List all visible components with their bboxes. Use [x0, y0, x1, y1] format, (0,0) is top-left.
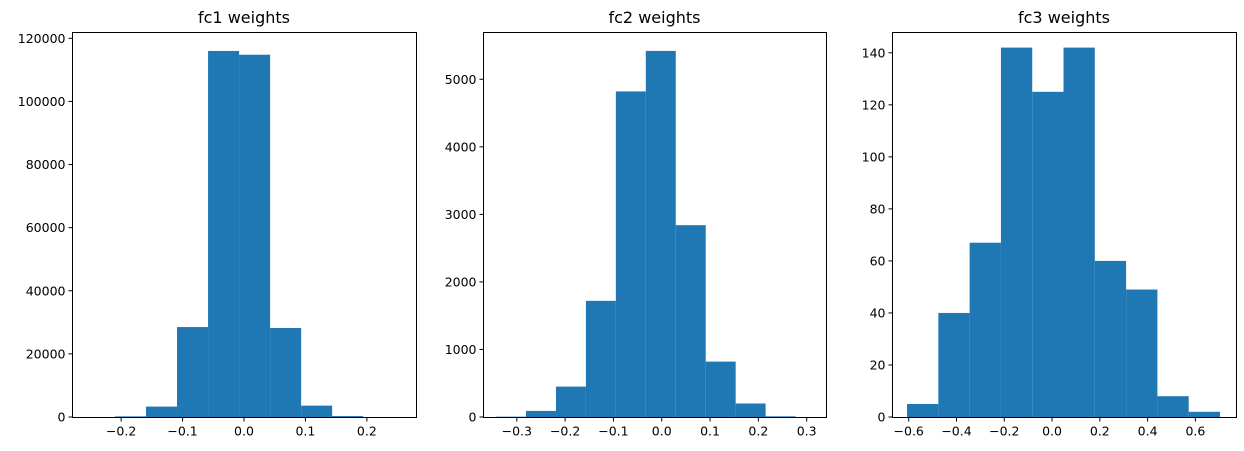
x-tick-label: −0.2 — [550, 424, 580, 439]
histogram-bar — [1032, 91, 1064, 417]
x-tick-label: −0.2 — [989, 424, 1019, 439]
histogram-bar — [705, 361, 736, 417]
y-tick-label: 2000 — [445, 274, 477, 289]
histogram-bar — [585, 300, 616, 417]
x-tick-label: −0.4 — [941, 424, 971, 439]
y-tick-label: 60000 — [26, 220, 66, 235]
histogram-bar — [177, 327, 209, 417]
axes-frame — [892, 32, 1237, 418]
histogram-bar — [615, 91, 646, 417]
x-tick-label: 0.3 — [797, 424, 817, 439]
x-tick-label: −0.1 — [167, 424, 197, 439]
histogram-bar — [332, 416, 364, 417]
y-tick-label: 3000 — [445, 207, 477, 222]
y-tick-label: 120000 — [18, 31, 66, 46]
x-tick-label: 0.2 — [357, 424, 377, 439]
x-tick-label: 0.0 — [1042, 424, 1062, 439]
x-tick-label: 0.0 — [652, 424, 672, 439]
x-tick-label: −0.2 — [106, 424, 136, 439]
y-tick-label: 40 — [870, 305, 886, 320]
y-tick-label: 80000 — [26, 157, 66, 172]
x-tick-label: 0.0 — [234, 424, 254, 439]
y-tick-label: 100 — [862, 149, 886, 164]
histogram-bar — [301, 405, 333, 417]
subplot-3: fc3 weights −0.6 −0.4 −0.2 0.0 0.2 0.4 0.6 0 20 40… — [862, 8, 1237, 439]
x-tick-label: −0.1 — [598, 424, 628, 439]
y-tick-label: 140 — [862, 45, 886, 60]
subplot-1: fc1 weights −0.2 −0.1 0.0 0.1 0.2 0 20000 40000 6… — [18, 8, 417, 439]
histogram-bar — [907, 403, 939, 417]
histogram-bar — [208, 50, 240, 418]
histogram-bar — [675, 225, 706, 417]
histogram-bar — [555, 386, 586, 417]
y-tick-label: 4000 — [445, 139, 477, 154]
y-tick-label: 20 — [870, 357, 886, 372]
x-tick-label: −0.6 — [894, 424, 924, 439]
y-tick-label: 80 — [870, 201, 886, 216]
y-tick-label: 120 — [862, 97, 886, 112]
x-tick-label: 0.4 — [1138, 424, 1158, 439]
y-tick-label: 1000 — [445, 342, 477, 357]
x-tick-label: 0.6 — [1185, 424, 1205, 439]
y-tick-label: 20000 — [26, 346, 66, 361]
histogram-bar — [146, 406, 178, 417]
y-tick-label: 0 — [878, 410, 886, 425]
histogram-bar — [525, 410, 556, 417]
y-tick-label: 60 — [870, 253, 886, 268]
histogram-bar — [765, 416, 796, 417]
subplot-2: fc2 weights −0.3 −0.2 −0.1 0.0 0.1 0.2 0.3 0 1000… — [445, 8, 827, 439]
histogram-bar — [270, 328, 302, 417]
histogram-bar — [1126, 289, 1158, 417]
x-tick-label: −0.3 — [502, 424, 532, 439]
histogram-bar — [645, 50, 676, 417]
x-tick-label: 0.1 — [295, 424, 315, 439]
y-tick-label: 0 — [58, 410, 66, 425]
x-tick-label: 0.2 — [748, 424, 768, 439]
axes-frame — [483, 32, 827, 418]
x-tick-label: 0.2 — [1090, 424, 1110, 439]
histogram-bar — [1157, 396, 1189, 417]
chart-title: fc2 weights — [609, 8, 701, 27]
histogram-bar — [1063, 47, 1095, 418]
x-tick-label: 0.1 — [700, 424, 720, 439]
y-tick-label: 5000 — [445, 72, 477, 87]
chart-title: fc1 weights — [198, 8, 290, 27]
y-tick-label: 0 — [469, 410, 477, 425]
histogram-bar — [938, 312, 970, 417]
histogram-bar — [969, 242, 1001, 417]
histogram-bar — [239, 54, 271, 417]
histogram-bar — [1188, 411, 1220, 417]
chart-title: fc3 weights — [1018, 8, 1110, 27]
histogram-bar — [1000, 47, 1033, 418]
y-tick-label: 100000 — [18, 94, 66, 109]
histogram-bar — [735, 403, 766, 417]
y-tick-label: 40000 — [26, 283, 66, 298]
histogram-bar — [1094, 260, 1127, 417]
histogram-bar — [115, 416, 147, 417]
